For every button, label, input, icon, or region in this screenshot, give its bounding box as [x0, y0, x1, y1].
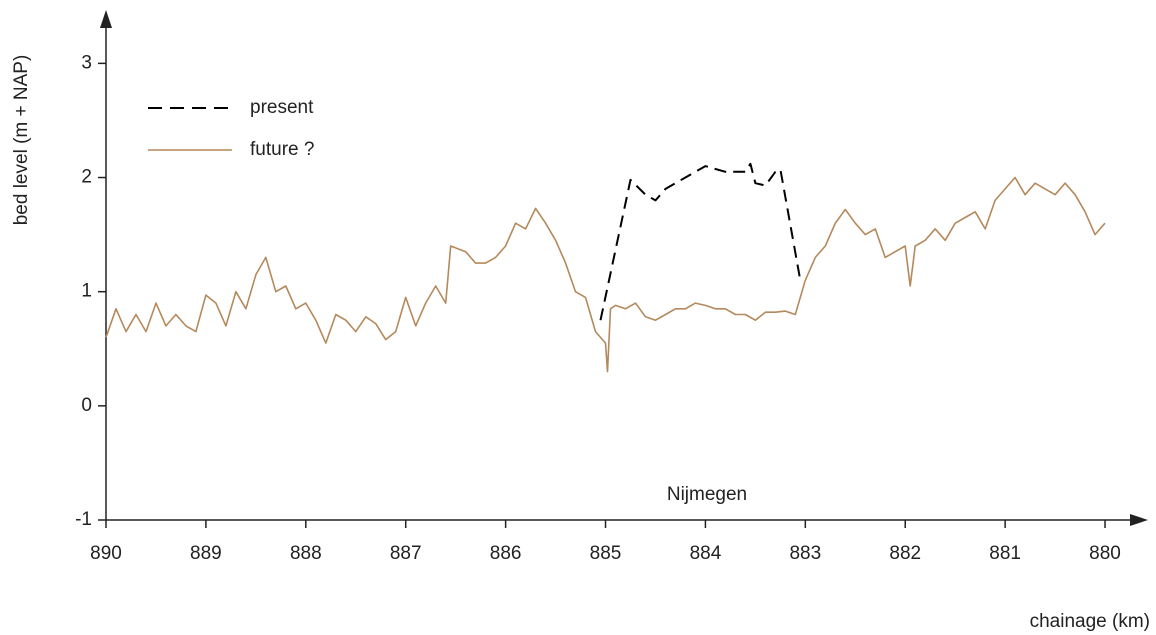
x-tick-label: 889 [190, 543, 222, 564]
annotation: Nijmegen [667, 484, 747, 505]
y-tick-label: -1 [75, 509, 92, 530]
y-axis-arrow [100, 10, 112, 28]
y-tick-label: 0 [81, 395, 92, 416]
y-axis-label: bed level (m + NAP) [11, 55, 32, 226]
x-tick-label: 890 [90, 543, 122, 564]
legend-label: future ? [250, 139, 314, 160]
x-tick-label: 888 [290, 543, 322, 564]
x-tick-label: 886 [490, 543, 522, 564]
x-axis-arrow [1130, 514, 1148, 526]
x-tick-label: 882 [889, 543, 921, 564]
data-line [105, 176, 1106, 373]
x-tick-label: 880 [1089, 543, 1121, 564]
data-line [599, 162, 802, 321]
y-tick-label: 1 [81, 281, 92, 302]
x-tick-label: 885 [590, 543, 622, 564]
x-tick-label: 884 [690, 543, 722, 564]
legend-label: present [250, 97, 314, 118]
x-axis-label: chainage (km) [1030, 611, 1150, 632]
x-tick-label: 881 [989, 543, 1021, 564]
x-tick-label: 887 [390, 543, 422, 564]
y-tick-label: 2 [81, 167, 92, 188]
x-tick-label: 883 [789, 543, 821, 564]
y-tick-label: 3 [81, 52, 92, 73]
